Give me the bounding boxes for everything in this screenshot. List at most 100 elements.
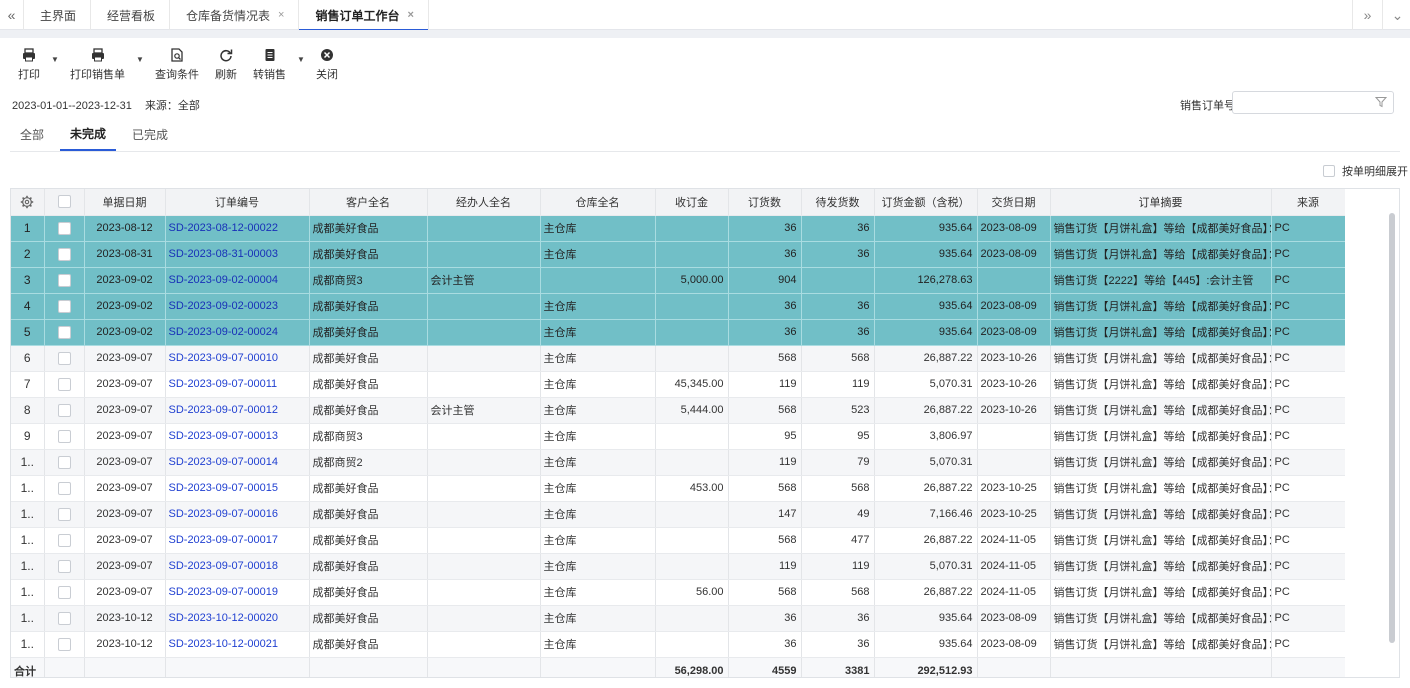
- order-number-link[interactable]: SD-2023-09-02-00004: [168, 274, 278, 286]
- order-number-link[interactable]: SD-2023-09-07-00018: [168, 560, 278, 572]
- order-number-link[interactable]: SD-2023-10-12-00020: [168, 612, 278, 624]
- expand-detail-checkbox[interactable]: [1323, 165, 1335, 177]
- row-checkbox[interactable]: [57, 455, 71, 469]
- row-checkbox[interactable]: [57, 273, 71, 287]
- tab-3[interactable]: 销售订单工作台 ×: [299, 0, 429, 31]
- order-number-link[interactable]: SD-2023-09-07-00013: [168, 430, 278, 442]
- print-sales-button[interactable]: 打印销售单: [62, 48, 133, 82]
- status-tab-0[interactable]: 全部: [20, 128, 45, 142]
- order-number-link[interactable]: SD-2023-09-07-00011: [168, 378, 278, 390]
- row-checkbox[interactable]: [57, 221, 71, 235]
- table-row[interactable]: 1.. 2023-09-07 SD-2023-09-07-00019 成都美好食品 主仓…: [11, 579, 1346, 606]
- status-tab-1[interactable]: 未完成: [60, 118, 117, 151]
- sales-order-search-input[interactable]: [1232, 91, 1394, 114]
- order-number-link[interactable]: SD-2023-09-07-00019: [168, 586, 278, 598]
- row-select-cell[interactable]: [44, 475, 85, 502]
- tab-scroll-right-icon[interactable]: »: [1352, 0, 1382, 30]
- tab-scroll-left-icon[interactable]: «: [0, 0, 24, 30]
- column-header[interactable]: 收订金: [655, 189, 729, 216]
- row-checkbox[interactable]: [57, 507, 71, 521]
- print-button[interactable]: 打印: [10, 48, 48, 82]
- select-all-checkbox[interactable]: [57, 195, 71, 209]
- row-checkbox[interactable]: [57, 247, 71, 261]
- row-select-cell[interactable]: [44, 605, 85, 632]
- row-select-cell[interactable]: [44, 215, 85, 242]
- row-select-cell[interactable]: [44, 579, 85, 606]
- select-all-cell[interactable]: [44, 189, 85, 216]
- table-row[interactable]: 1.. 2023-09-07 SD-2023-09-07-00014 成都商贸2 主仓库…: [11, 449, 1346, 476]
- row-checkbox[interactable]: [57, 429, 71, 443]
- table-row[interactable]: 9 2023-09-07 SD-2023-09-07-00013 成都商贸3 主仓库 95…: [11, 423, 1346, 450]
- table-row[interactable]: 8 2023-09-07 SD-2023-09-07-00012 成都美好食品 会计主管…: [11, 397, 1346, 424]
- row-select-cell[interactable]: [44, 397, 85, 424]
- table-row[interactable]: 1.. 2023-09-07 SD-2023-09-07-00015 成都美好食品 主仓…: [11, 475, 1346, 502]
- gear-icon[interactable]: [20, 195, 34, 209]
- row-checkbox[interactable]: [57, 325, 71, 339]
- column-header[interactable]: 订单编号: [165, 189, 310, 216]
- row-checkbox[interactable]: [57, 559, 71, 573]
- table-row[interactable]: 2 2023-08-31 SD-2023-08-31-00003 成都美好食品 主仓库 3…: [11, 241, 1346, 268]
- tab-close-icon[interactable]: ×: [278, 9, 285, 21]
- row-select-cell[interactable]: [44, 501, 85, 528]
- row-select-cell[interactable]: [44, 371, 85, 398]
- order-number-link[interactable]: SD-2023-09-07-00015: [168, 482, 278, 494]
- row-select-cell[interactable]: [44, 267, 85, 294]
- tab-close-icon[interactable]: ×: [407, 9, 414, 21]
- table-row[interactable]: 1 2023-08-12 SD-2023-08-12-00022 成都美好食品 主仓库 3…: [11, 215, 1346, 242]
- column-header[interactable]: 客户全名: [309, 189, 428, 216]
- table-row[interactable]: 5 2023-09-02 SD-2023-09-02-00024 成都美好食品 主仓库 3…: [11, 319, 1346, 346]
- row-select-cell[interactable]: [44, 423, 85, 450]
- table-row[interactable]: 1.. 2023-09-07 SD-2023-09-07-00017 成都美好食品 主仓…: [11, 527, 1346, 554]
- table-row[interactable]: 4 2023-09-02 SD-2023-09-02-00023 成都美好食品 主仓库 3…: [11, 293, 1346, 320]
- table-row[interactable]: 7 2023-09-07 SD-2023-09-07-00011 成都美好食品 主仓库 4…: [11, 371, 1346, 398]
- table-row[interactable]: 1.. 2023-10-12 SD-2023-10-12-00020 成都美好食品 主仓…: [11, 605, 1346, 632]
- row-select-cell[interactable]: [44, 527, 85, 554]
- table-row[interactable]: 1.. 2023-09-07 SD-2023-09-07-00016 成都美好食品 主仓…: [11, 501, 1346, 528]
- column-settings-cell[interactable]: [11, 189, 45, 216]
- column-header[interactable]: 订货金额（含税）: [874, 189, 978, 216]
- filter-icon[interactable]: [1375, 96, 1387, 108]
- column-header[interactable]: 交货日期: [977, 189, 1051, 216]
- column-header[interactable]: 单据日期: [84, 189, 166, 216]
- column-header[interactable]: 仓库全名: [540, 189, 656, 216]
- table-row[interactable]: 6 2023-09-07 SD-2023-09-07-00010 成都美好食品 主仓库 5…: [11, 345, 1346, 372]
- expand-detail-option[interactable]: 按单明细展开: [1323, 163, 1408, 179]
- tab-2[interactable]: 仓库备货情况表 ×: [170, 0, 300, 30]
- table-row[interactable]: 3 2023-09-02 SD-2023-09-02-00004 成都商贸3 会计主管 5…: [11, 267, 1346, 294]
- query-button[interactable]: 查询条件: [147, 48, 207, 82]
- row-select-cell[interactable]: [44, 319, 85, 346]
- status-tab-2[interactable]: 已完成: [132, 128, 169, 142]
- vertical-scrollbar[interactable]: [1389, 213, 1395, 643]
- order-number-link[interactable]: SD-2023-09-02-00023: [168, 300, 278, 312]
- row-checkbox[interactable]: [57, 351, 71, 365]
- close-button[interactable]: 关闭: [308, 48, 346, 82]
- column-header[interactable]: 订货数: [728, 189, 802, 216]
- refresh-button[interactable]: 刷新: [207, 48, 245, 82]
- column-header[interactable]: 待发货数: [801, 189, 875, 216]
- row-checkbox[interactable]: [57, 637, 71, 651]
- row-select-cell[interactable]: [44, 241, 85, 268]
- order-number-link[interactable]: SD-2023-08-31-00003: [168, 248, 278, 260]
- to-sales-dropdown-icon[interactable]: ▼: [297, 55, 305, 64]
- row-checkbox[interactable]: [57, 481, 71, 495]
- row-select-cell[interactable]: [44, 631, 85, 658]
- tab-menu-dropdown-icon[interactable]: ⌄: [1382, 0, 1410, 30]
- tab-1[interactable]: 经营看板: [91, 0, 171, 30]
- row-checkbox[interactable]: [57, 377, 71, 391]
- column-header[interactable]: 经办人全名: [427, 189, 541, 216]
- tab-0[interactable]: 主界面: [24, 0, 92, 30]
- table-row[interactable]: 1.. 2023-10-12 SD-2023-10-12-00021 成都美好食品 主仓…: [11, 631, 1346, 658]
- order-number-link[interactable]: SD-2023-09-07-00016: [168, 508, 278, 520]
- order-number-link[interactable]: SD-2023-09-02-00024: [168, 326, 278, 338]
- row-checkbox[interactable]: [57, 585, 71, 599]
- column-header[interactable]: 来源: [1271, 189, 1346, 216]
- table-row[interactable]: 1.. 2023-09-07 SD-2023-09-07-00018 成都美好食品 主仓…: [11, 553, 1346, 580]
- row-select-cell[interactable]: [44, 345, 85, 372]
- to-sales-button[interactable]: 转销售: [245, 48, 294, 82]
- row-checkbox[interactable]: [57, 611, 71, 625]
- order-number-link[interactable]: SD-2023-10-12-00021: [168, 638, 278, 650]
- row-select-cell[interactable]: [44, 553, 85, 580]
- print-sales-dropdown-icon[interactable]: ▼: [136, 55, 144, 64]
- order-number-link[interactable]: SD-2023-08-12-00022: [168, 222, 278, 234]
- row-select-cell[interactable]: [44, 449, 85, 476]
